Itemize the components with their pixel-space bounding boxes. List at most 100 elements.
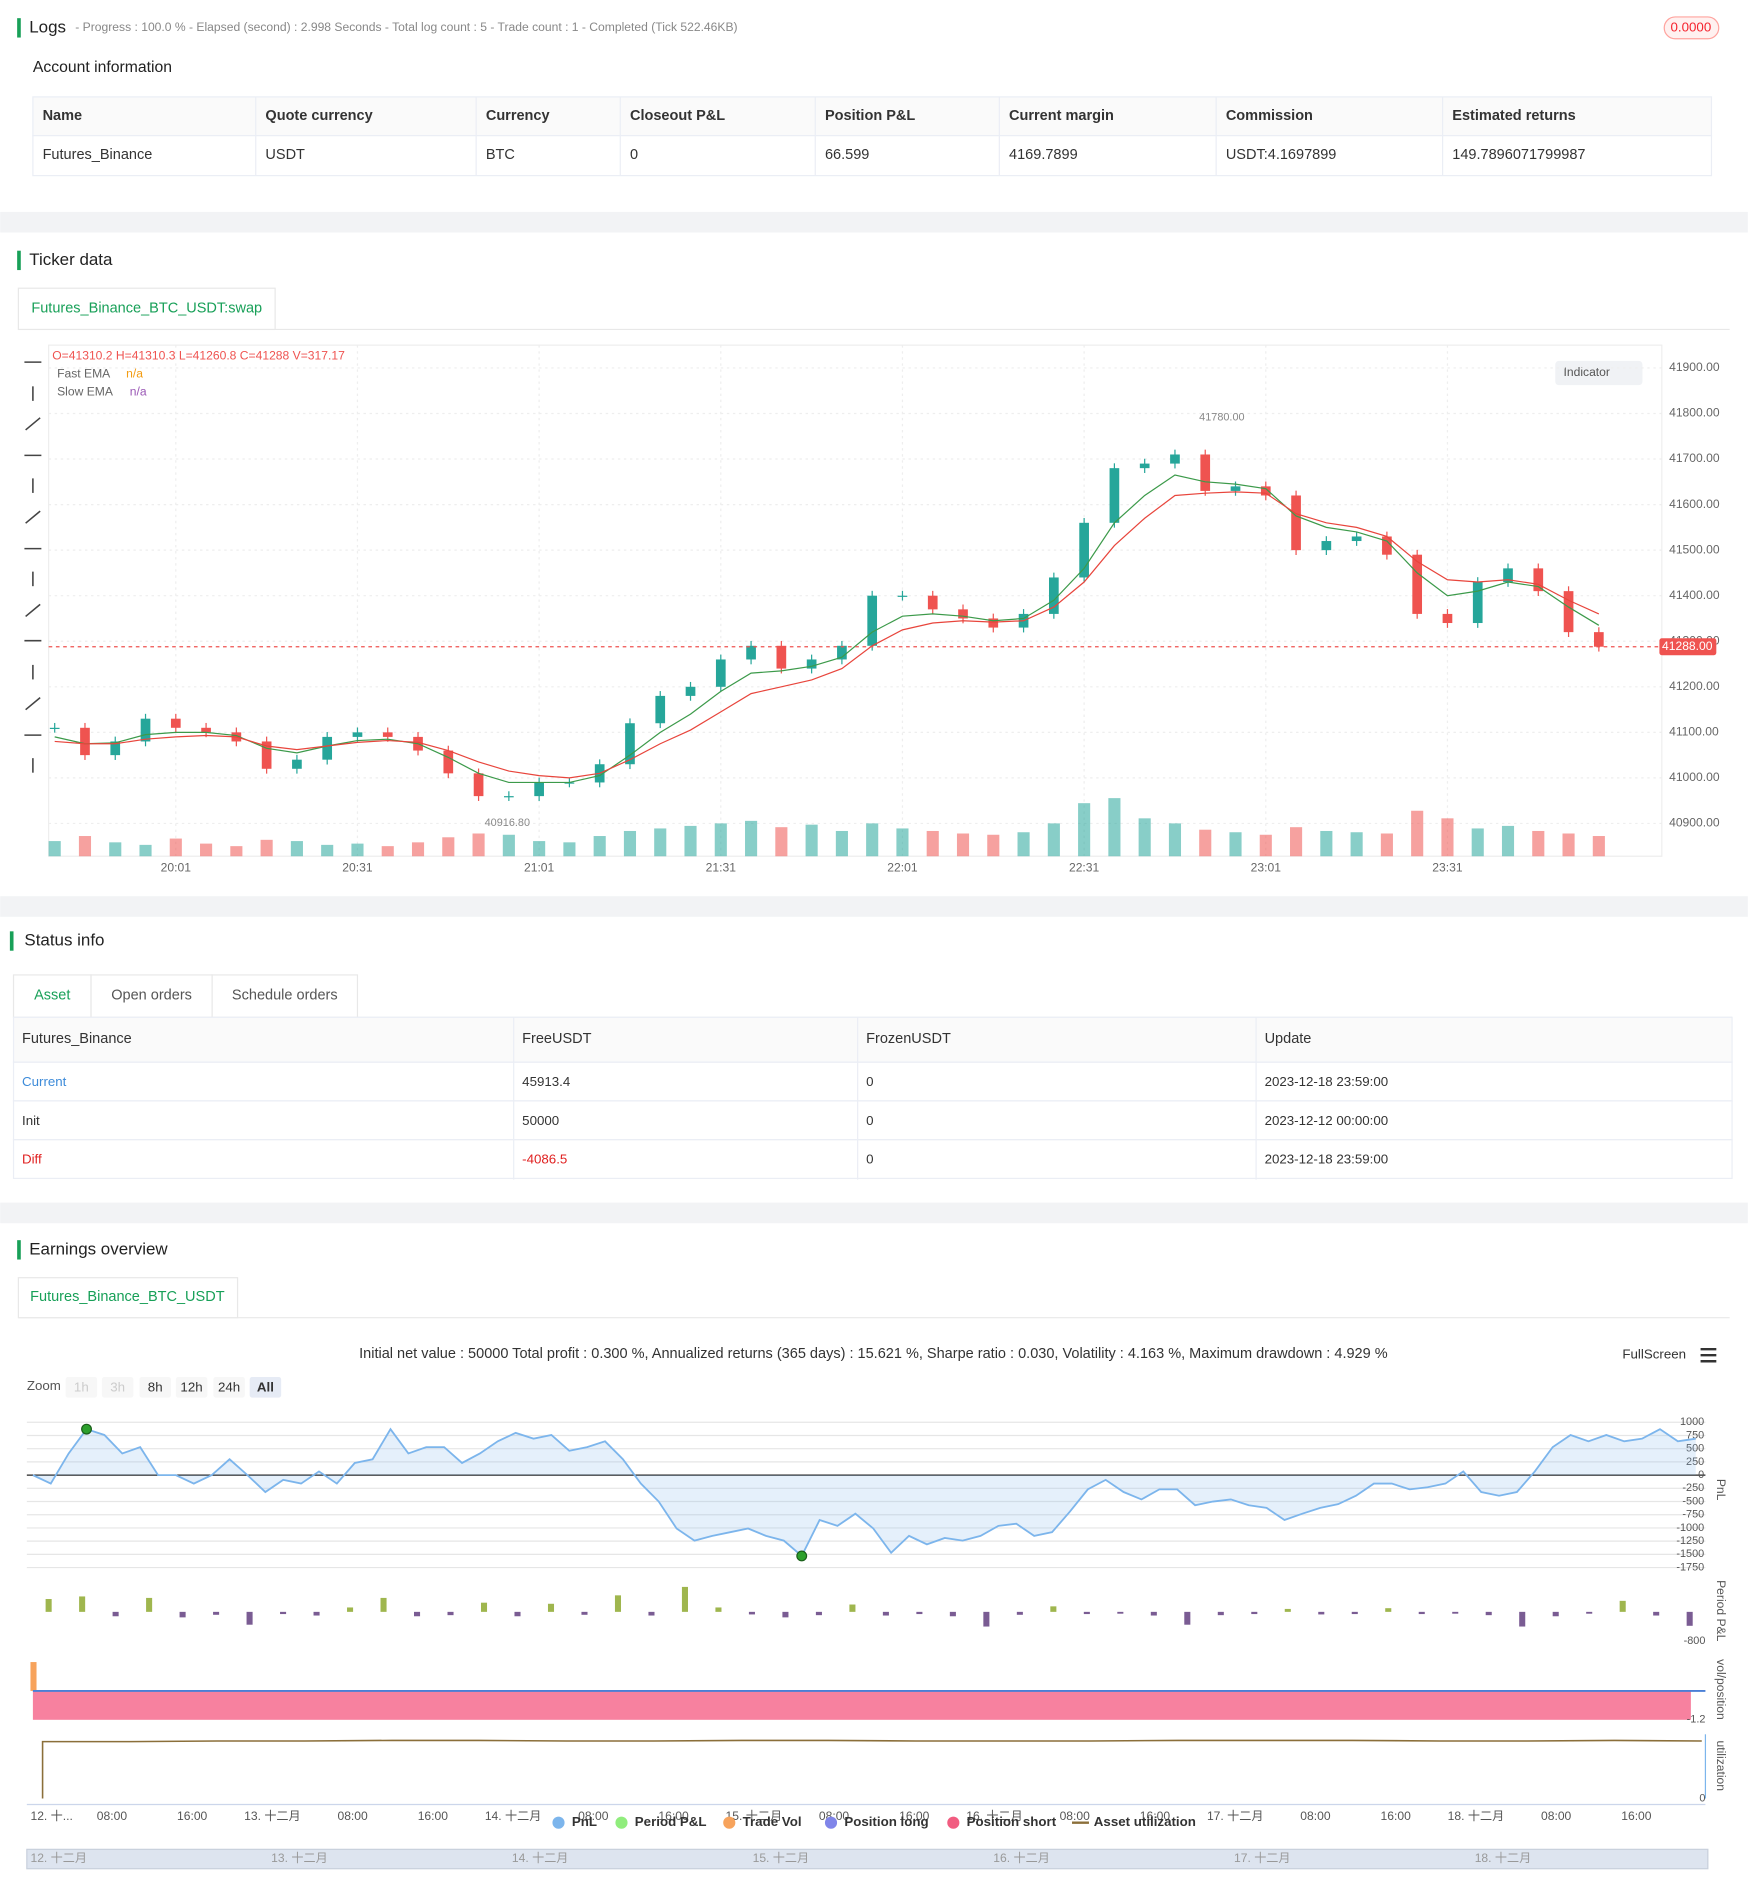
axis-title: vol/position xyxy=(1714,1659,1728,1720)
tab-label[interactable]: Asset xyxy=(34,987,70,1003)
period-bar xyxy=(614,1595,622,1612)
y-tick-label: 41700.00 xyxy=(1669,451,1720,465)
low-label: 40916.80 xyxy=(485,817,530,829)
legend-value: n/a xyxy=(126,366,143,380)
x-tick-label: 17. 十二月 xyxy=(1207,1809,1264,1823)
tab-label[interactable]: Futures_Binance_BTC_USDT:swap xyxy=(31,301,262,317)
volume-bar xyxy=(745,820,758,857)
y-tick-label: 40900.00 xyxy=(1669,816,1720,830)
period-bar xyxy=(380,1597,387,1612)
table-cell: 149.7896071799987 xyxy=(1452,147,1585,163)
volume-bar xyxy=(1532,830,1545,857)
candle xyxy=(1049,577,1059,614)
zoom-label[interactable]: All xyxy=(257,1379,274,1394)
legend-symbol[interactable] xyxy=(615,1816,628,1829)
table-cell: Init xyxy=(22,1113,40,1128)
indicator-button[interactable] xyxy=(1555,360,1643,386)
candle xyxy=(473,773,484,797)
zoom-label[interactable]: 3h xyxy=(110,1379,125,1394)
period-bar xyxy=(1686,1611,1693,1626)
tool-icon[interactable] xyxy=(25,696,41,711)
y-tick-label: -1250 xyxy=(1676,1535,1704,1547)
tab[interactable] xyxy=(17,287,276,331)
plot-border xyxy=(48,344,1663,857)
x-tick-label: 16. 十二月 xyxy=(966,1809,1023,1823)
high-label: 41780.00 xyxy=(1199,412,1244,424)
volume-bar xyxy=(1138,818,1151,857)
zoom-label[interactable]: 12h xyxy=(180,1379,202,1394)
candle xyxy=(201,727,211,733)
volume-bar xyxy=(956,833,970,857)
legend-label[interactable]: Position short xyxy=(967,1814,1057,1829)
period-bar xyxy=(1519,1611,1526,1627)
legend-label[interactable]: PnL xyxy=(572,1814,597,1829)
axis-title: PnL xyxy=(1714,1479,1728,1501)
volume-bar xyxy=(502,834,515,857)
table-cell: 0 xyxy=(630,147,638,163)
legend-label[interactable]: Asset utilization xyxy=(1094,1814,1196,1829)
table-header: Estimated returns xyxy=(1452,108,1575,124)
volume-bar xyxy=(1108,798,1121,857)
legend-symbol[interactable] xyxy=(824,1816,838,1829)
navigator[interactable] xyxy=(26,1848,1709,1870)
tab-label[interactable]: Open orders xyxy=(111,987,192,1003)
legend-symbol[interactable] xyxy=(723,1816,736,1829)
tab-label[interactable]: Schedule orders xyxy=(232,987,338,1003)
zoom-button[interactable] xyxy=(65,1377,98,1398)
zoom-label[interactable]: 8h xyxy=(148,1379,163,1394)
candle xyxy=(897,595,908,597)
legend-label[interactable]: Trade Vol xyxy=(743,1814,802,1829)
zoom-button[interactable] xyxy=(139,1377,171,1398)
fullscreen[interactable]: FullScreen xyxy=(1622,1347,1686,1362)
table-header: Current margin xyxy=(1009,108,1114,124)
trade-vol-bar xyxy=(30,1662,37,1691)
y-tick-label: 1000 xyxy=(1680,1416,1704,1428)
axis-title: Period P&L xyxy=(1714,1580,1728,1642)
candle xyxy=(1291,495,1301,551)
volume-bar xyxy=(805,824,818,857)
legend-symbol[interactable] xyxy=(947,1816,960,1829)
legend-symbol[interactable] xyxy=(552,1816,565,1829)
tool-icon[interactable] xyxy=(25,603,41,618)
x-tick-label: 15. 十二月 xyxy=(726,1809,783,1823)
y-tick-label: 250 xyxy=(1686,1456,1704,1468)
menu-icon[interactable] xyxy=(1700,1347,1717,1363)
zoom-button[interactable] xyxy=(101,1377,134,1398)
tool-icon[interactable] xyxy=(25,417,41,431)
zoom-button[interactable] xyxy=(213,1377,245,1398)
candle xyxy=(1139,463,1150,469)
navigator-label: 12. 十二月 xyxy=(30,1851,87,1865)
period-bar xyxy=(1385,1608,1392,1612)
volume-bar xyxy=(1501,825,1515,857)
candle xyxy=(1503,568,1513,583)
y-tick-label: 41200.00 xyxy=(1669,679,1720,693)
volume-bar xyxy=(442,837,455,857)
legend-label[interactable]: Position long xyxy=(844,1814,928,1829)
candle xyxy=(140,718,151,742)
volume-bar xyxy=(593,836,606,857)
volume-bar xyxy=(351,843,364,857)
zoom-button[interactable] xyxy=(249,1377,282,1398)
tab[interactable] xyxy=(211,974,359,1018)
candle xyxy=(988,618,999,628)
utilization-line xyxy=(41,1739,1702,1799)
zoom-button[interactable] xyxy=(175,1377,208,1398)
volume-bar xyxy=(1078,803,1091,857)
table-header: Update xyxy=(1265,1031,1312,1047)
tab[interactable] xyxy=(17,1277,239,1319)
section-marker xyxy=(17,1240,21,1260)
extreme-marker xyxy=(796,1550,808,1562)
candle xyxy=(1533,568,1544,592)
ema-line xyxy=(54,474,1600,784)
navigator-label: 18. 十二月 xyxy=(1475,1851,1532,1865)
volume-bar xyxy=(1290,827,1303,857)
zoom-label[interactable]: 24h xyxy=(218,1379,240,1394)
tool-icon[interactable] xyxy=(25,510,41,524)
period-bar xyxy=(1351,1611,1358,1615)
tab[interactable] xyxy=(12,974,92,1018)
candle xyxy=(1321,541,1332,551)
indicator-label[interactable]: Indicator xyxy=(1564,365,1610,379)
legend-label[interactable]: Period P&L xyxy=(635,1814,707,1829)
tab-label[interactable]: Futures_Binance_BTC_USDT xyxy=(30,1289,225,1305)
zoom-label[interactable]: 1h xyxy=(74,1379,89,1394)
